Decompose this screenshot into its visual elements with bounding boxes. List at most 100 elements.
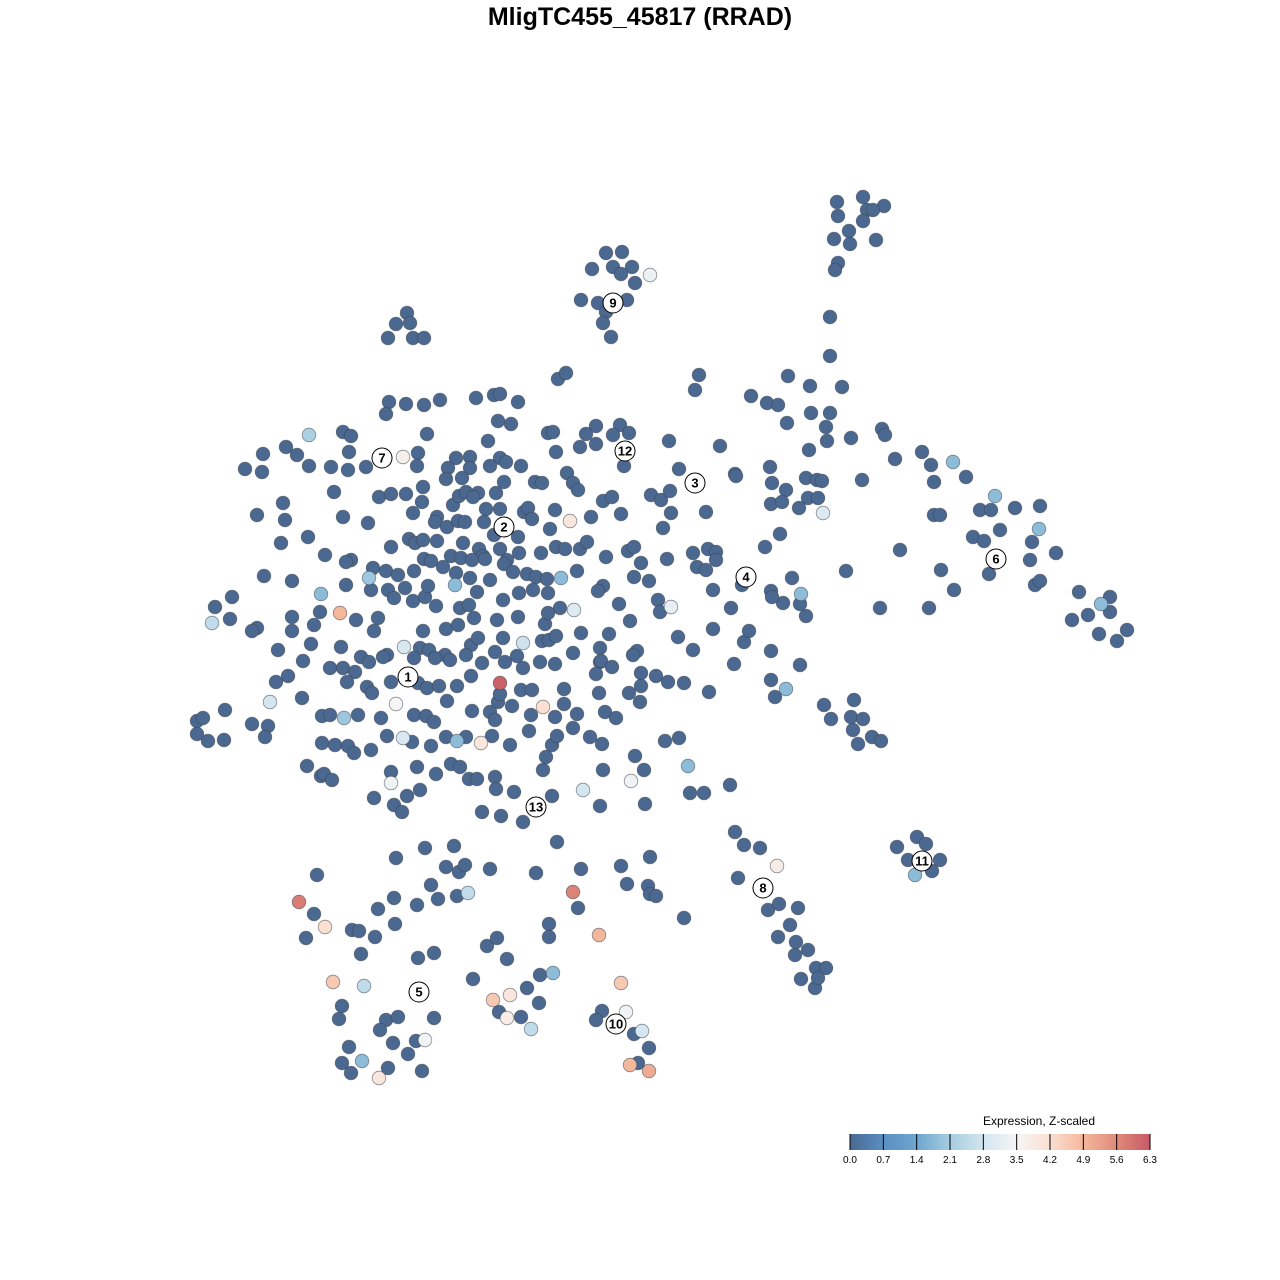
data-point <box>632 694 648 710</box>
data-point <box>343 428 359 444</box>
cluster-label-badge <box>397 666 419 688</box>
data-point <box>350 707 366 723</box>
data-point <box>367 929 383 945</box>
data-point <box>712 438 728 454</box>
data-point <box>685 642 701 658</box>
data-point <box>448 450 464 466</box>
data-point <box>549 728 565 744</box>
data-point <box>340 462 356 478</box>
data-point <box>335 509 351 525</box>
cluster-label-badge <box>684 472 706 494</box>
cluster-label-badge <box>408 981 430 1003</box>
data-point <box>983 502 999 518</box>
data-point <box>499 951 515 967</box>
data-point <box>438 471 454 487</box>
data-point <box>613 975 629 991</box>
data-point <box>830 208 846 224</box>
data-point <box>515 635 531 651</box>
cluster-label: 1 <box>397 666 419 688</box>
data-point <box>598 549 614 565</box>
data-point <box>354 1053 370 1069</box>
data-point <box>769 858 785 874</box>
data-point <box>480 433 496 449</box>
data-point <box>477 551 493 567</box>
data-point <box>619 876 635 892</box>
data-point <box>548 628 564 644</box>
data-point <box>237 461 253 477</box>
data-point <box>423 877 439 893</box>
data-point <box>918 836 934 852</box>
data-point <box>1071 584 1087 600</box>
data-point <box>487 769 503 785</box>
data-point <box>351 923 367 939</box>
data-point <box>634 1023 650 1039</box>
data-point <box>291 894 307 910</box>
data-point <box>582 729 598 745</box>
data-point <box>331 1011 347 1027</box>
data-point <box>457 514 473 530</box>
data-point <box>460 885 476 901</box>
data-point <box>838 563 854 579</box>
data-point <box>1064 612 1080 628</box>
cluster-label: 11 <box>911 850 933 872</box>
data-point <box>515 660 531 676</box>
colorbar-gradient <box>850 1134 1150 1150</box>
data-point <box>416 330 432 346</box>
data-point <box>626 569 642 585</box>
data-point <box>497 654 513 670</box>
data-point <box>633 555 649 571</box>
data-point <box>217 702 233 718</box>
data-point <box>553 570 569 586</box>
cluster-label-text: 6 <box>992 552 999 567</box>
data-point <box>814 473 830 489</box>
data-point <box>390 1009 406 1025</box>
data-point <box>531 995 547 1011</box>
data-point <box>556 681 572 697</box>
data-point <box>428 766 444 782</box>
data-point <box>618 1004 634 1020</box>
data-point <box>1031 521 1047 537</box>
data-point <box>865 202 881 218</box>
cluster-label: 3 <box>684 472 706 494</box>
data-point <box>488 781 504 797</box>
data-point <box>439 693 455 709</box>
data-point <box>613 858 629 874</box>
data-point <box>584 261 600 277</box>
colorbar-tick-label: 6.3 <box>1143 1155 1157 1166</box>
data-point <box>556 696 572 712</box>
data-point <box>465 489 481 505</box>
data-point <box>627 275 643 291</box>
data-point <box>427 650 443 666</box>
data-point <box>541 929 557 945</box>
data-point <box>810 490 826 506</box>
data-point <box>541 916 557 932</box>
data-point <box>438 859 454 875</box>
data-point <box>687 382 703 398</box>
colorbar-tick-label: 4.9 <box>1076 1155 1090 1166</box>
data-point <box>855 189 871 205</box>
data-point <box>423 553 439 569</box>
data-point <box>322 707 338 723</box>
data-point <box>705 621 721 637</box>
data-point <box>498 454 514 470</box>
data-point <box>538 749 554 765</box>
data-point <box>415 623 431 639</box>
data-point <box>375 649 391 665</box>
data-point <box>496 556 512 572</box>
data-point <box>816 697 832 713</box>
data-point <box>474 804 490 820</box>
data-point <box>613 506 629 522</box>
data-point <box>958 469 974 485</box>
colorbar-tick-label: 4.2 <box>1043 1155 1057 1166</box>
data-point <box>399 788 415 804</box>
data-point <box>932 507 948 523</box>
data-point <box>696 785 712 801</box>
data-point <box>510 609 526 625</box>
data-point <box>539 571 555 587</box>
data-point <box>841 223 857 239</box>
data-point <box>583 509 599 525</box>
data-point <box>299 758 315 774</box>
data-point <box>822 309 838 325</box>
data-point <box>419 426 435 442</box>
data-point <box>484 728 500 744</box>
